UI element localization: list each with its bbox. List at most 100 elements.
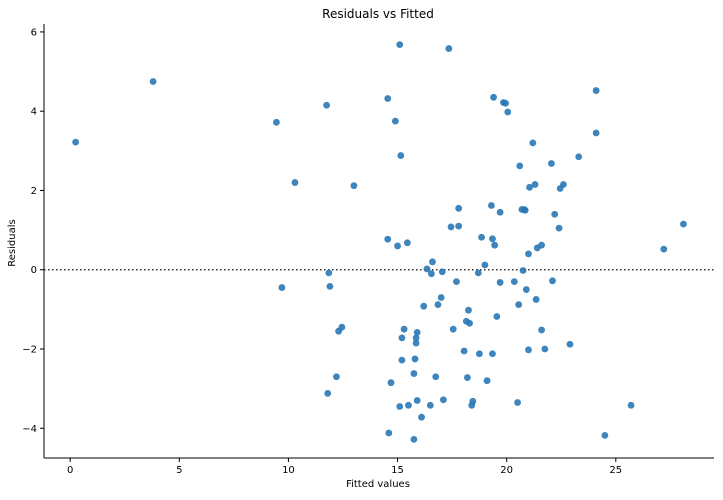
y-tick-label: 2	[31, 186, 37, 197]
residual-point	[405, 401, 412, 409]
residual-point	[453, 278, 460, 286]
residual-point	[326, 282, 334, 290]
x-tick-label: 10	[282, 465, 295, 476]
y-tick-label: −4	[22, 424, 37, 435]
residual-point	[469, 397, 477, 405]
residual-point	[489, 235, 496, 243]
residual-point	[72, 138, 80, 146]
residual-point	[338, 323, 346, 331]
residual-point	[418, 413, 425, 421]
residual-point	[504, 108, 512, 116]
residual-point	[396, 403, 404, 410]
y-tick-label: 0	[31, 265, 37, 276]
residual-point	[426, 401, 434, 409]
residual-point	[273, 118, 280, 126]
residual-point	[432, 373, 440, 381]
residual-point	[400, 325, 408, 333]
residual-point	[522, 286, 530, 293]
residual-point	[449, 325, 457, 333]
residual-point	[502, 99, 509, 107]
residual-point	[490, 93, 497, 101]
residual-point	[396, 41, 404, 49]
residual-point	[323, 101, 331, 109]
residual-point	[475, 350, 483, 358]
residual-point	[514, 399, 521, 406]
x-tick-label: 5	[176, 465, 182, 476]
plot-area: 0 5 10 15 20 25 −4 −2 0 2 4 6	[22, 24, 714, 476]
residual-point	[391, 117, 399, 125]
residual-point	[429, 258, 436, 266]
residual-point	[403, 239, 411, 247]
residual-point	[465, 306, 472, 314]
residual-point	[483, 377, 491, 385]
residual-point	[660, 245, 668, 253]
residual-point	[474, 269, 482, 277]
residual-point	[427, 270, 435, 278]
residual-point	[455, 222, 463, 230]
residual-point	[412, 334, 420, 342]
residual-point	[420, 302, 428, 310]
residual-point	[411, 355, 419, 363]
residual-point	[439, 396, 447, 404]
residual-point	[531, 181, 539, 188]
residual-point	[525, 250, 532, 258]
residual-point	[481, 261, 489, 269]
residual-point	[627, 401, 635, 409]
residual-point	[489, 350, 496, 358]
residual-point	[413, 328, 421, 336]
x-tick-label: 0	[67, 465, 73, 476]
residual-point	[601, 432, 609, 439]
residual-point	[592, 129, 600, 137]
residual-point	[412, 339, 420, 347]
residual-point	[149, 78, 157, 85]
residual-point	[413, 397, 421, 404]
residual-point	[532, 296, 540, 303]
residual-point	[397, 152, 405, 159]
residual-point	[447, 223, 455, 231]
residual-point	[350, 182, 358, 190]
residual-point	[496, 208, 504, 216]
residual-point	[324, 389, 332, 397]
residual-point	[549, 277, 556, 285]
residual-point	[560, 181, 567, 188]
residual-point	[387, 379, 395, 387]
residual-point	[491, 241, 499, 249]
residual-point	[575, 153, 583, 161]
residual-point	[525, 346, 532, 354]
x-axis-label: Fitted values	[346, 479, 410, 490]
residual-point	[487, 202, 495, 209]
residual-point	[516, 162, 524, 170]
residual-point	[515, 301, 523, 309]
residual-point	[410, 370, 418, 377]
residual-point	[460, 347, 468, 355]
residual-point	[278, 284, 286, 291]
residual-point	[519, 267, 527, 274]
residual-point	[385, 429, 393, 437]
residual-point	[455, 204, 463, 212]
residual-point	[521, 206, 529, 214]
x-tick-label: 20	[500, 465, 513, 476]
residual-point	[526, 183, 533, 191]
y-tick-label: 4	[31, 107, 37, 118]
residual-point	[538, 326, 545, 334]
residual-point	[592, 87, 600, 94]
y-axis-label: Residuals	[7, 219, 18, 266]
residual-point	[423, 265, 431, 273]
residual-point	[463, 374, 471, 381]
y-tick-label: 6	[31, 27, 37, 38]
y-tick-label: −2	[22, 345, 37, 356]
residual-point	[333, 373, 340, 381]
residual-point	[384, 235, 392, 243]
residual-point	[478, 233, 485, 241]
residual-point	[291, 179, 299, 186]
residual-point	[410, 435, 418, 443]
residual-point	[384, 95, 392, 102]
residual-point	[555, 224, 563, 232]
residual-point	[496, 279, 504, 286]
residual-point	[438, 268, 446, 276]
residual-point	[541, 345, 549, 353]
residual-point	[529, 139, 537, 147]
residual-point	[538, 241, 545, 249]
